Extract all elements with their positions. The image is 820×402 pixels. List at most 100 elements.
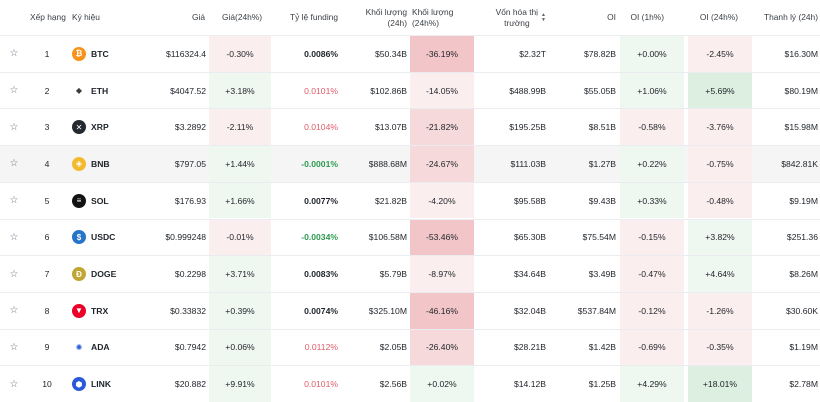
- liquidation-cell: $30.60K: [785, 305, 818, 316]
- oi-1h-cell: +0.22%: [620, 146, 684, 182]
- symbol-cell[interactable]: ◆ ETH: [72, 73, 152, 109]
- funding-cell: 0.0101%: [304, 379, 338, 390]
- funding-cell: -0.0001%: [301, 158, 338, 169]
- table-row[interactable]: ☆ 2 ◆ ETH $4047.52 +3.18% 0.0101% $102.86B -14.0…: [0, 71, 820, 109]
- header-volume-pct[interactable]: Khối lượng (24h%): [412, 6, 454, 28]
- table-row[interactable]: ☆ 3 ✕ XRP $3.2892 -2.11% 0.0104% $13.07B -21.82%…: [0, 108, 820, 146]
- rank-cell: 4: [44, 158, 50, 169]
- symbol-cell[interactable]: $ USDC: [72, 220, 152, 256]
- funding-cell: 0.0101%: [304, 85, 338, 96]
- table-row[interactable]: ☆ 7 Ð DOGE $0.2298 +3.71% 0.0083% $5.79B -8.97% $…: [0, 255, 820, 292]
- symbol-cell[interactable]: ▼ TRX: [72, 293, 152, 329]
- price-cell: $0.999248: [165, 232, 206, 243]
- price-cell: $116324.4: [166, 48, 206, 59]
- cell: ☆: [4, 36, 24, 72]
- change24-cell: +3.18%: [209, 72, 271, 109]
- oi-1h-cell: -0.69%: [620, 329, 684, 366]
- volume-pct-cell: -14.05%: [410, 72, 474, 109]
- oi-24h-cell: -2.45%: [688, 36, 752, 72]
- symbol-cell[interactable]: Ð DOGE: [72, 256, 152, 292]
- cell: ☆: [4, 330, 24, 366]
- oi-cell: $1.25B: [588, 379, 616, 390]
- favorite-star-icon[interactable]: ☆: [9, 341, 19, 353]
- header-oi-1h[interactable]: OI (1h%): [630, 12, 664, 22]
- favorite-star-icon[interactable]: ☆: [9, 305, 19, 317]
- table-row[interactable]: ☆ 4 ◈ BNB $797.05 +1.44% -0.0001% $888.68M -24.6…: [0, 145, 820, 182]
- liquidation-cell: $9.19M: [789, 195, 818, 206]
- symbol-cell[interactable]: ₿ BTC: [72, 36, 152, 72]
- favorite-star-icon[interactable]: ☆: [9, 195, 19, 207]
- header-market-cap[interactable]: Vốn hóa thị trường ▲ ▼: [490, 0, 546, 35]
- symbol-cell[interactable]: ◈ BNB: [72, 146, 152, 182]
- table-row[interactable]: ☆ 6 $ USDC $0.999248 -0.01% -0.0034% $106.58M -5…: [0, 218, 820, 256]
- cell: ☆: [4, 146, 24, 182]
- change24-cell: -2.11%: [209, 109, 271, 146]
- market-cap-cell: $34.64B: [513, 269, 546, 280]
- header-volume[interactable]: Khối lượng (24h): [365, 6, 407, 28]
- oi-24h-cell: -1.26%: [688, 292, 752, 329]
- oi-24h-cell: -0.35%: [688, 329, 752, 366]
- eth-icon: ◆: [72, 83, 86, 98]
- rank-cell: 8: [44, 305, 50, 316]
- oi-cell: $78.82B: [583, 48, 616, 59]
- volume-cell: $5.79B: [379, 269, 407, 280]
- table-row[interactable]: ☆ 9 ✺ ADA $0.7942 +0.06% 0.0112% $2.05B -26.40% $…: [0, 328, 820, 366]
- oi-1h-cell: -0.58%: [620, 109, 684, 146]
- favorite-star-icon[interactable]: ☆: [9, 158, 19, 170]
- change24-cell: +1.66%: [209, 182, 271, 219]
- header-change24[interactable]: Giá(24h%): [222, 12, 263, 22]
- favorite-star-icon[interactable]: ☆: [9, 85, 19, 97]
- change24-cell: +1.44%: [209, 146, 271, 182]
- symbol-cell[interactable]: ✺ ADA: [72, 330, 152, 366]
- coin-symbol: DOGE: [91, 269, 117, 280]
- market-cap-cell: $111.03B: [510, 158, 546, 169]
- header-symbol[interactable]: Ký hiệu: [72, 12, 100, 22]
- favorite-star-icon[interactable]: ☆: [9, 231, 19, 243]
- table-header: Xếp hạng Ký hiệu Giá Giá(24h%) Tỷ lệ fun…: [0, 0, 820, 35]
- market-cap-cell: $65.30B: [513, 232, 546, 243]
- trx-icon: ▼: [72, 303, 86, 318]
- price-cell: $20.882: [174, 379, 206, 390]
- symbol-cell[interactable]: ≡ SOL: [72, 183, 152, 219]
- header-funding[interactable]: Tỷ lệ funding: [290, 12, 338, 22]
- coin-symbol: ETH: [91, 85, 109, 96]
- oi-24h-cell: -0.75%: [688, 146, 752, 182]
- table-row[interactable]: ☆ 5 ≡ SOL $176.93 +1.66% 0.0077% $21.82B -4.20% $…: [0, 181, 820, 219]
- favorite-star-icon[interactable]: ☆: [9, 378, 19, 390]
- price-cell: $0.2298: [174, 269, 206, 280]
- funding-cell: 0.0112%: [304, 342, 338, 353]
- oi-cell: $1.27B: [588, 158, 616, 169]
- header-price[interactable]: Giá: [191, 12, 205, 22]
- oi-cell: $8.51B: [588, 122, 616, 133]
- favorite-star-icon[interactable]: ☆: [9, 121, 19, 133]
- oi-cell: $537.84M: [577, 305, 616, 316]
- coin-symbol: SOL: [91, 195, 109, 206]
- oi-cell: $55.05B: [583, 85, 616, 96]
- usdc-icon: $: [72, 230, 86, 245]
- rank-cell: 6: [44, 232, 50, 243]
- favorite-star-icon[interactable]: ☆: [9, 48, 19, 60]
- coin-symbol: USDC: [91, 232, 116, 243]
- volume-pct-cell: -46.16%: [410, 292, 474, 329]
- coin-symbol: BNB: [91, 158, 110, 169]
- sort-icon[interactable]: ▲ ▼: [541, 11, 546, 23]
- change24-cell: +9.91%: [209, 366, 271, 402]
- market-cap-cell: $32.04B: [513, 305, 546, 316]
- header-oi-24h[interactable]: OI (24h%): [699, 12, 738, 22]
- table-row[interactable]: ☆ 1 ₿ BTC $116324.4 -0.30% 0.0086% $50.34B -36.1…: [0, 35, 820, 72]
- symbol-cell[interactable]: ✕ XRP: [72, 109, 152, 145]
- header-liquidation[interactable]: Thanh lý (24h): [764, 12, 818, 22]
- rank-cell: 5: [44, 195, 50, 206]
- header-market-cap-line2: trường: [504, 17, 530, 28]
- header-rank[interactable]: Xếp hạng: [30, 12, 66, 22]
- price-cell: $176.93: [174, 195, 206, 206]
- table-row[interactable]: ☆ 8 ▼ TRX $0.33832 +0.39% 0.0074% $325.10M -46.1…: [0, 291, 820, 329]
- change24-cell: -0.01%: [209, 219, 271, 256]
- header-oi[interactable]: OI: [607, 12, 616, 22]
- favorite-star-icon[interactable]: ☆: [9, 268, 19, 280]
- market-cap-cell: $2.32T: [519, 48, 546, 59]
- bnb-icon: ◈: [72, 156, 86, 171]
- table-row[interactable]: ☆ 10 ⬢ LINK $20.882 +9.91% 0.0101% $2.56B +0.02%…: [0, 365, 820, 402]
- volume-pct-cell: +0.02%: [410, 366, 474, 402]
- symbol-cell[interactable]: ⬢ LINK: [72, 366, 152, 402]
